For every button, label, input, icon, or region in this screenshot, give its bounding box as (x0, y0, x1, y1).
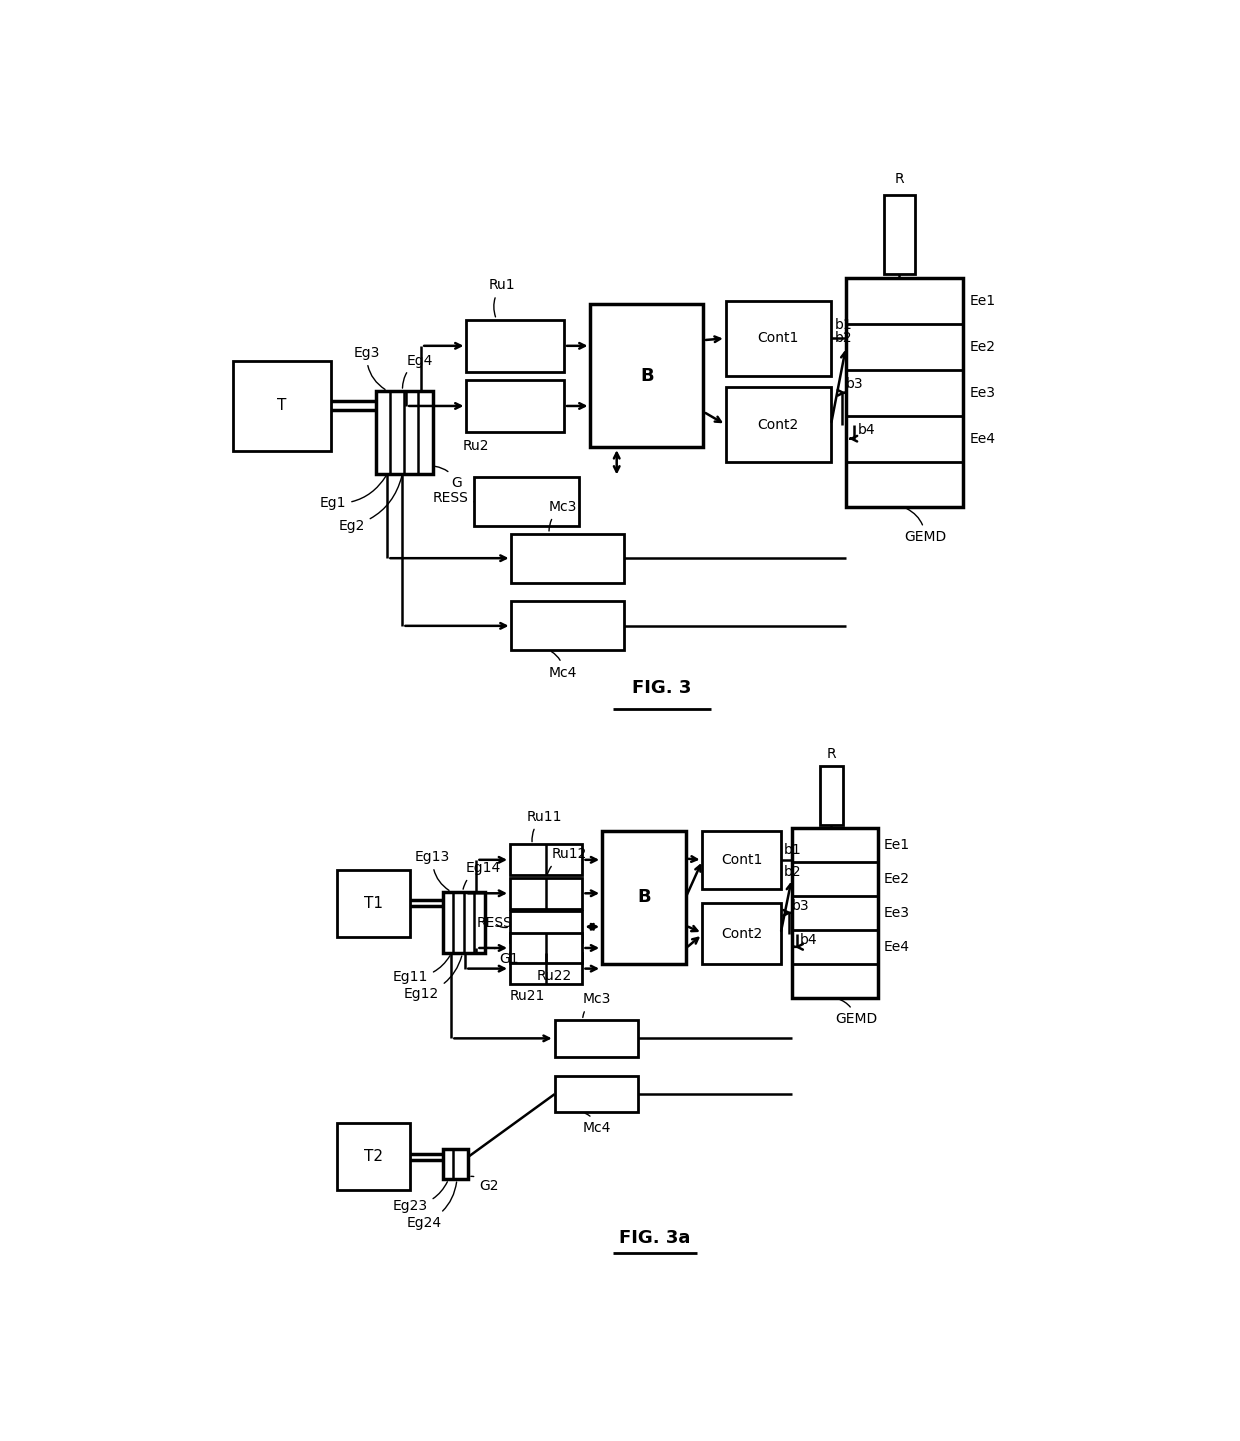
Text: G2: G2 (471, 1176, 498, 1193)
Text: GEMD: GEMD (904, 509, 946, 545)
Text: b3: b3 (791, 899, 810, 914)
Text: Mc4: Mc4 (549, 651, 578, 680)
Text: Mc3: Mc3 (549, 500, 578, 530)
Bar (510, 844, 583, 875)
Text: Ee1: Ee1 (970, 294, 996, 308)
Bar (337, 869, 409, 937)
Text: Ru11: Ru11 (527, 810, 562, 842)
Text: Eg14: Eg14 (463, 862, 501, 889)
Text: Eg12: Eg12 (404, 955, 461, 1001)
Bar (554, 1076, 639, 1112)
Text: Eg1: Eg1 (320, 476, 386, 510)
Bar (474, 477, 579, 526)
Bar (725, 388, 831, 463)
Text: T1: T1 (363, 895, 383, 911)
Bar (820, 767, 843, 824)
Text: Ru2: Ru2 (463, 440, 489, 452)
Text: T: T (278, 399, 286, 414)
Text: b2: b2 (835, 331, 852, 344)
Bar (443, 892, 485, 954)
Text: Eg11: Eg11 (393, 955, 450, 984)
Bar (443, 1148, 469, 1179)
Text: b4: b4 (857, 422, 875, 437)
Bar (511, 533, 624, 582)
Bar (702, 904, 780, 964)
Text: RESS: RESS (476, 916, 512, 929)
Text: Mc4: Mc4 (583, 1114, 611, 1136)
Text: R: R (894, 171, 904, 186)
Text: G: G (435, 467, 463, 490)
Bar (603, 830, 686, 964)
Text: Ee1: Ee1 (884, 837, 910, 852)
Text: Eg13: Eg13 (415, 850, 450, 891)
Text: Ee3: Ee3 (970, 386, 996, 399)
Bar (511, 601, 624, 650)
Text: Ee2: Ee2 (884, 872, 910, 886)
Text: Eg3: Eg3 (353, 346, 386, 389)
Text: Ee2: Ee2 (970, 340, 996, 354)
Text: Cont2: Cont2 (758, 418, 799, 432)
Bar (510, 954, 583, 984)
Bar (791, 827, 878, 999)
Text: Ee4: Ee4 (970, 432, 996, 445)
Bar (702, 830, 780, 889)
Text: FIG. 3a: FIG. 3a (619, 1229, 691, 1246)
Text: Ee3: Ee3 (884, 906, 910, 919)
Text: B: B (637, 889, 651, 906)
Text: GEMD: GEMD (835, 999, 877, 1026)
Bar (846, 278, 962, 507)
Bar (510, 932, 583, 964)
Text: Eg24: Eg24 (407, 1182, 456, 1229)
Text: Ru21: Ru21 (510, 989, 546, 1003)
Bar (884, 196, 915, 274)
Text: b2: b2 (784, 865, 801, 879)
Bar (376, 391, 433, 474)
Bar (337, 1124, 409, 1190)
Text: Cont1: Cont1 (758, 331, 799, 346)
Bar (466, 320, 564, 372)
Text: Ru12: Ru12 (547, 847, 588, 875)
Text: B: B (640, 367, 653, 385)
Bar (466, 379, 564, 432)
Bar (510, 878, 583, 909)
Text: Mc3: Mc3 (583, 993, 611, 1017)
Bar (590, 304, 703, 447)
Text: b4: b4 (800, 934, 817, 947)
Text: Cont1: Cont1 (720, 853, 763, 867)
Text: Eg23: Eg23 (393, 1182, 448, 1213)
Text: R: R (827, 746, 836, 761)
Bar (233, 360, 331, 451)
Text: Ee4: Ee4 (884, 940, 910, 954)
Text: Cont2: Cont2 (720, 927, 763, 941)
Text: Ru1: Ru1 (489, 278, 516, 317)
Text: b3: b3 (846, 376, 863, 391)
Text: b1: b1 (835, 318, 852, 331)
Text: G1: G1 (487, 948, 518, 967)
Text: Ru22: Ru22 (537, 968, 572, 983)
Text: FIG. 3: FIG. 3 (632, 679, 692, 697)
Text: b1: b1 (784, 843, 801, 857)
Text: RESS: RESS (433, 491, 474, 504)
Text: Eg2: Eg2 (339, 477, 402, 533)
Bar (725, 301, 831, 376)
Bar (510, 911, 583, 942)
Text: T2: T2 (363, 1150, 383, 1164)
Text: Eg4: Eg4 (403, 353, 433, 388)
Bar (554, 1020, 639, 1056)
